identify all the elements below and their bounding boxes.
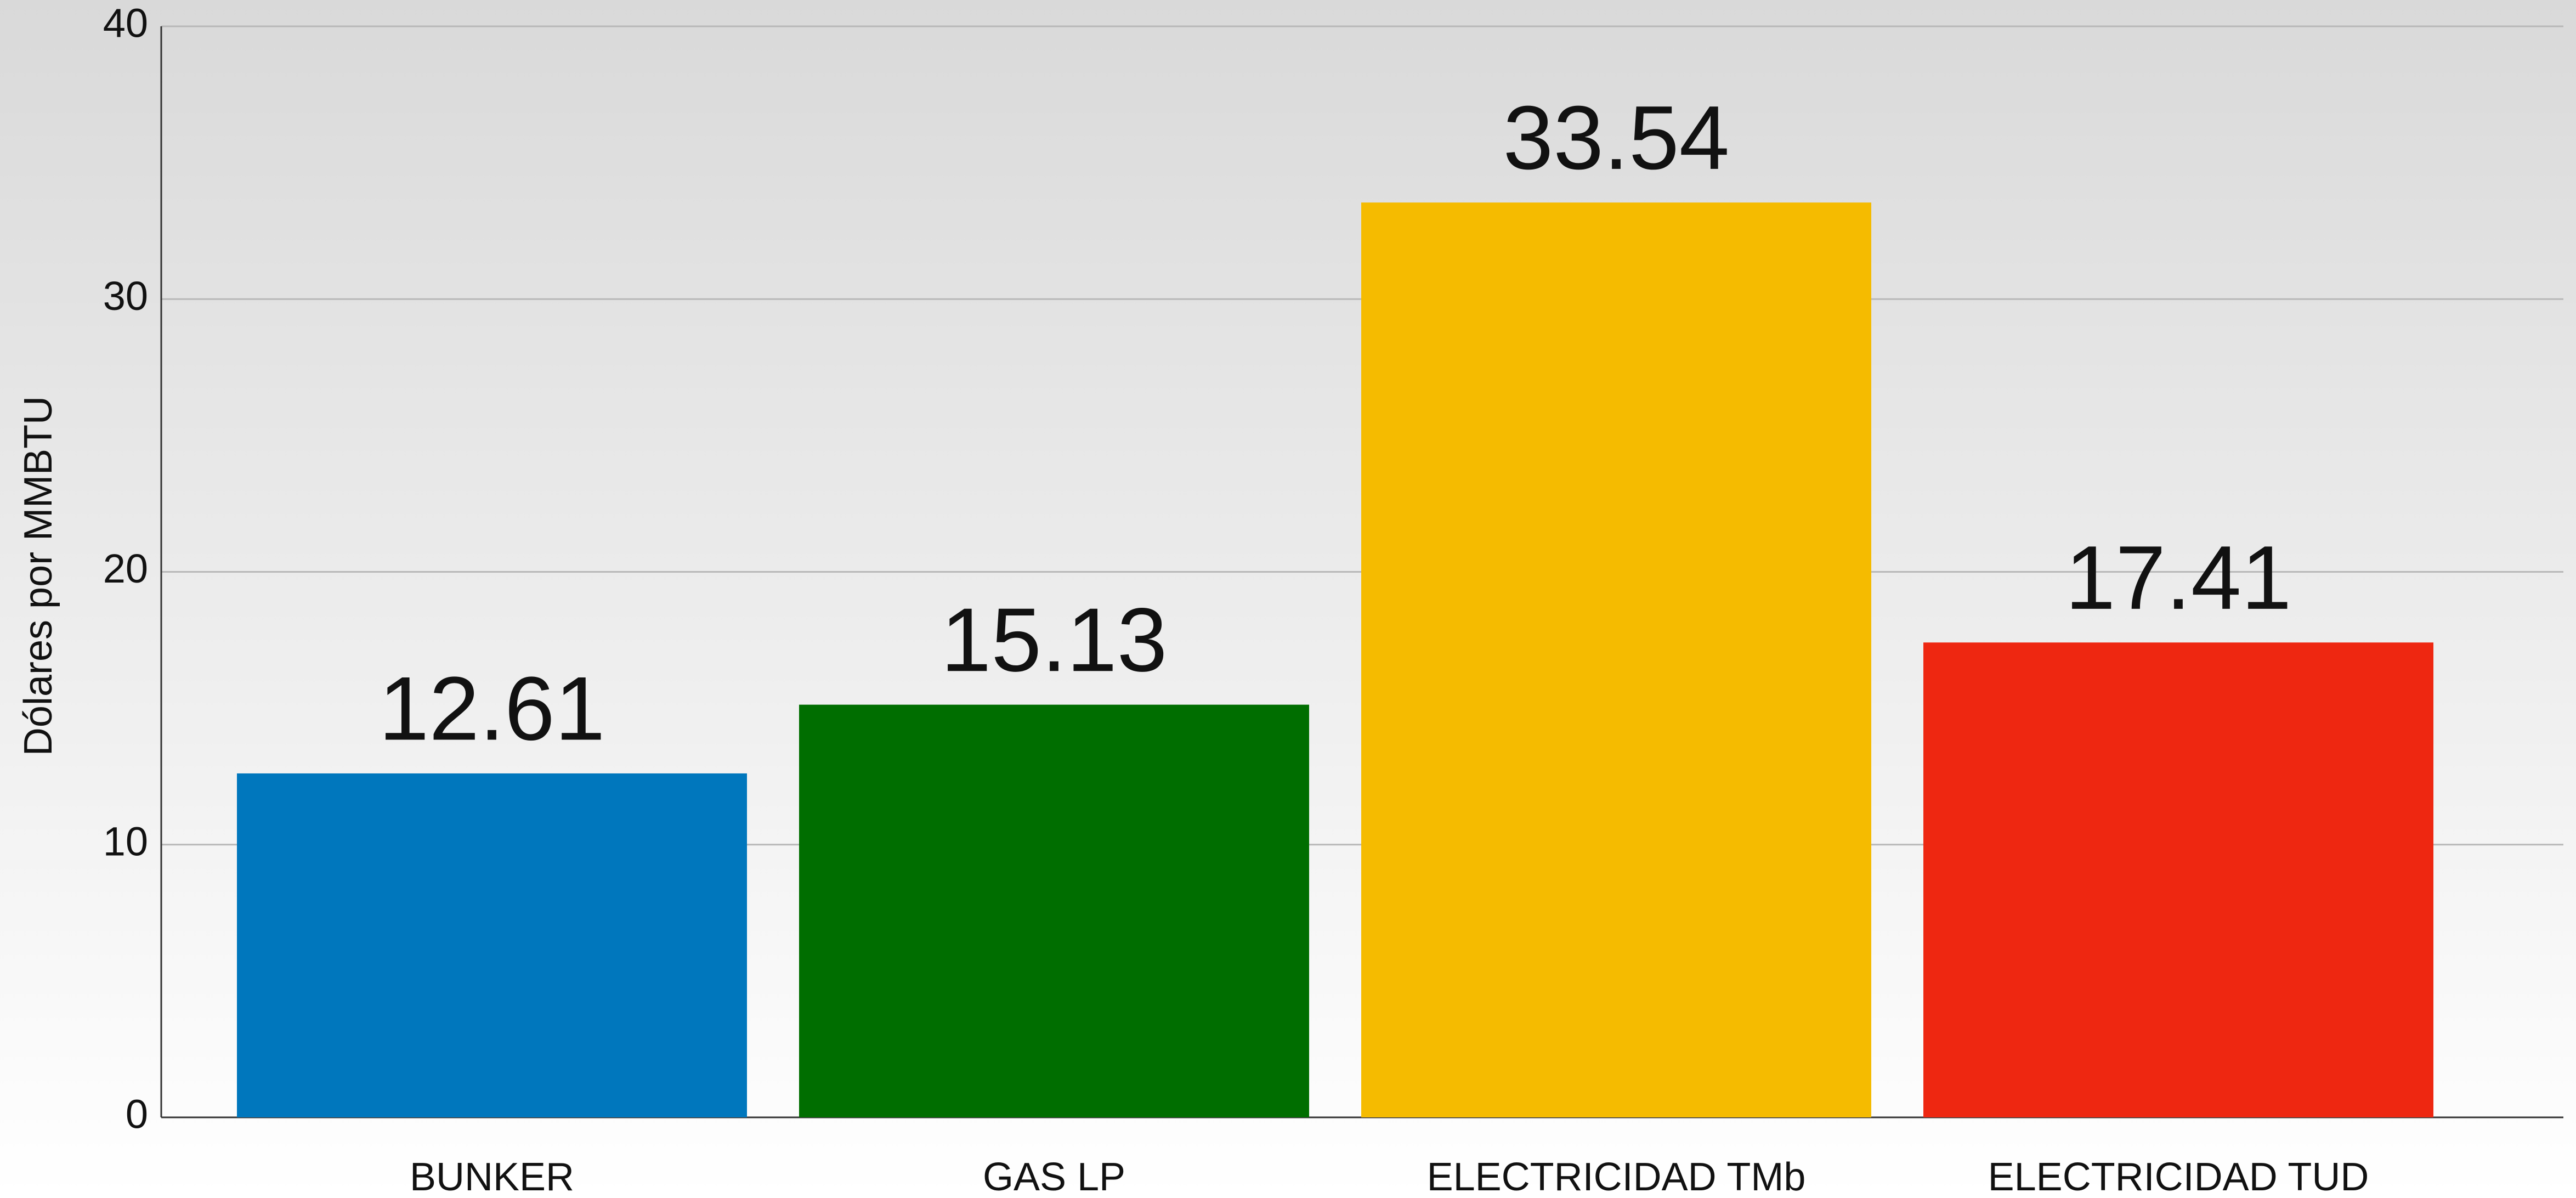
value-label: 15.13: [941, 589, 1168, 690]
y-axis-label: Dólares por MMBTU: [16, 396, 60, 756]
x-tick-label: BUNKER: [410, 1155, 574, 1198]
x-tick-label: ELECTRICIDAD TMb: [1427, 1155, 1806, 1198]
x-tick-label: ELECTRICIDAD TUD: [1988, 1155, 2369, 1198]
value-label: 12.61: [379, 658, 605, 759]
y-tick-label: 20: [103, 546, 148, 591]
bar: [1361, 202, 1871, 1117]
bar: [237, 773, 747, 1117]
y-tick-label: 0: [126, 1092, 148, 1137]
x-tick-label: GAS LP: [983, 1155, 1125, 1198]
y-tick-label: 30: [103, 273, 148, 319]
value-label: 33.54: [1503, 87, 1730, 188]
bar: [799, 704, 1309, 1117]
bar: [1923, 642, 2433, 1117]
y-tick-label: 10: [103, 818, 148, 864]
y-tick-label: 40: [103, 1, 148, 46]
value-label: 17.41: [2065, 527, 2292, 628]
